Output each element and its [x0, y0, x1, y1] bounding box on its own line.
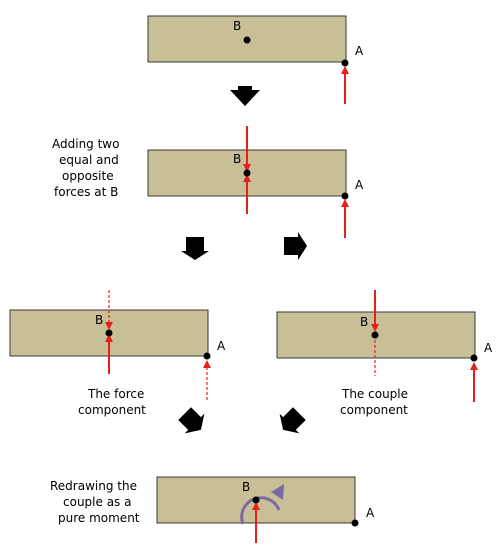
force-component-group: B A The force component	[9, 290, 226, 417]
point-b-1	[243, 36, 251, 44]
point-b-2	[243, 169, 251, 177]
caption-force-2: component	[78, 403, 146, 417]
point-b-3a	[105, 329, 113, 337]
step1-group: B A	[147, 15, 364, 104]
label-b-4: B	[242, 480, 250, 494]
label-b-2: B	[233, 152, 241, 166]
step-arrow-right-icon	[284, 232, 307, 260]
caption-redraw-2: couple as a	[63, 495, 131, 509]
caption-adding-3: opposite	[62, 169, 114, 183]
caption-redraw-1: Redrawing the	[50, 479, 137, 493]
moment-arrow-icon	[271, 484, 284, 500]
caption-adding-4: forces at B	[54, 185, 118, 199]
step-arrow-left-icon	[181, 237, 209, 260]
point-b-3b	[371, 331, 379, 339]
label-b-1: B	[233, 19, 241, 33]
label-b-3a: B	[95, 313, 103, 327]
caption-couple-2: component	[340, 403, 408, 417]
step-arrow-down-icon	[230, 86, 260, 106]
label-a-1: A	[355, 44, 364, 58]
point-a-3a	[203, 352, 211, 360]
label-a-3a: A	[217, 339, 226, 353]
caption-redraw-3: pure moment	[58, 511, 140, 525]
point-a-3b	[470, 354, 478, 362]
step2-group: Adding two equal and opposite forces at …	[52, 126, 364, 238]
label-b-3b: B	[360, 315, 368, 329]
step-arrow-couple-icon	[279, 407, 306, 434]
point-a-1	[341, 59, 349, 67]
label-a-3b: A	[484, 341, 493, 355]
point-a-4	[351, 519, 359, 527]
caption-adding-1: Adding two	[52, 137, 119, 151]
caption-couple-1: The couple	[341, 387, 408, 401]
step-arrow-force-icon	[178, 407, 205, 434]
label-a-2: A	[355, 178, 364, 192]
point-a-2	[341, 192, 349, 200]
caption-force-1: The force	[87, 387, 144, 401]
label-a-4: A	[366, 506, 375, 520]
caption-adding-2: equal and	[59, 153, 119, 167]
point-b-4	[252, 496, 260, 504]
pure-moment-group: Redrawing the couple as a pure moment B …	[50, 476, 375, 543]
couple-component-group: B A The couple component	[276, 290, 493, 417]
